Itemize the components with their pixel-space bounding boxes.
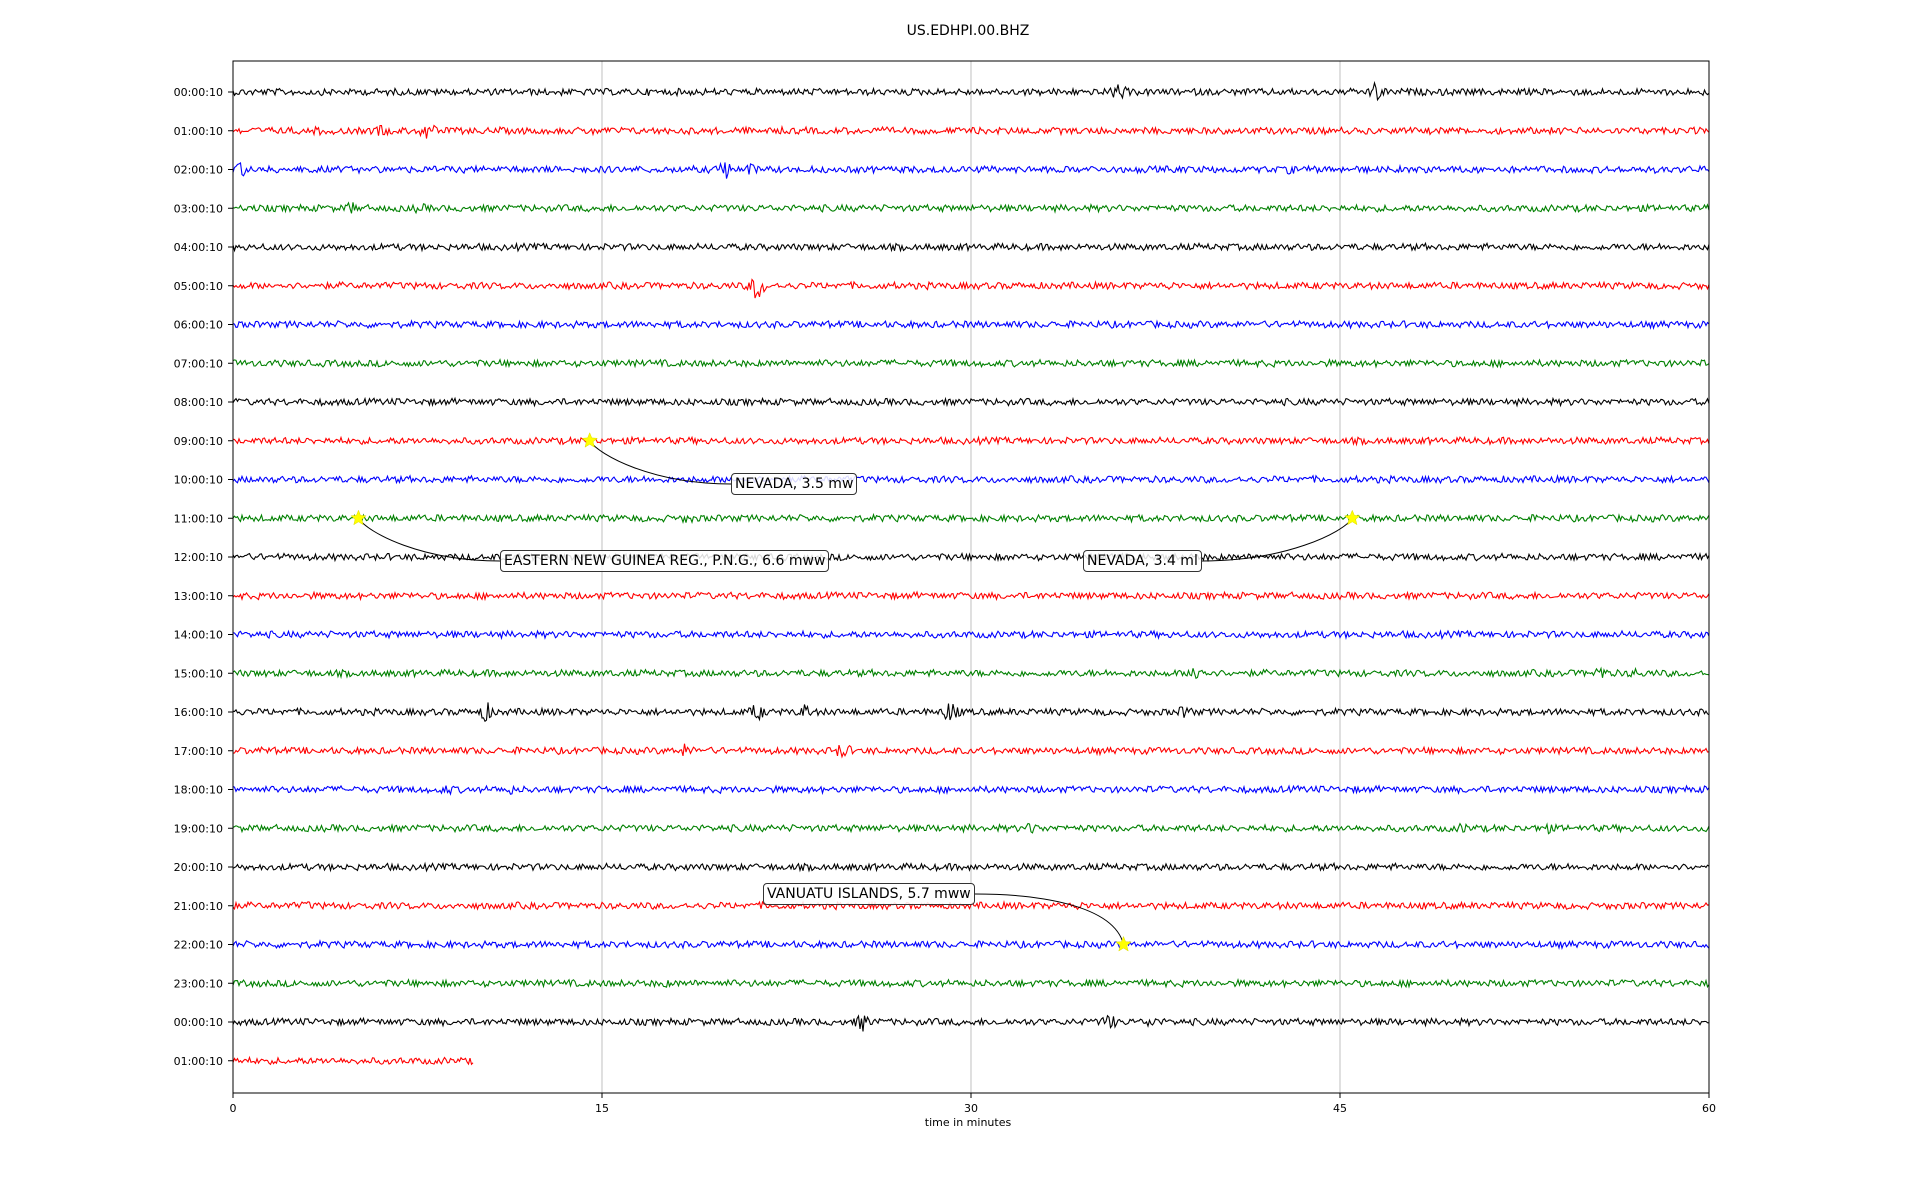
x-axis-label: time in minutes (925, 1116, 1012, 1129)
event-connector (358, 518, 500, 561)
row-time-label: 22:00:10 (174, 939, 223, 952)
x-tick-label: 45 (1333, 1102, 1347, 1115)
x-tick-label: 60 (1702, 1102, 1716, 1115)
row-time-label: 16:00:10 (174, 706, 223, 719)
row-time-label: 07:00:10 (174, 357, 223, 370)
trace-row (233, 1058, 473, 1065)
x-axis-ticks: 0 15 30 45 60 (230, 1093, 1717, 1115)
row-time-label: 21:00:10 (174, 900, 223, 913)
row-time-label: 13:00:10 (174, 590, 223, 603)
chart-title: US.EDHPI.00.BHZ (907, 23, 1030, 39)
row-time-label: 03:00:10 (174, 202, 223, 215)
x-tick-label: 30 (964, 1102, 978, 1115)
row-time-label: 00:00:10 (174, 86, 223, 99)
row-time-label: 12:00:10 (174, 551, 223, 564)
row-time-label: 08:00:10 (174, 396, 223, 409)
event-connector (975, 894, 1124, 945)
event-annotation-label: VANUATU ISLANDS, 5.7 mww (763, 883, 975, 905)
row-time-label: 10:00:10 (174, 474, 223, 487)
row-time-label: 19:00:10 (174, 822, 223, 835)
row-time-label: 00:00:10 (174, 1016, 223, 1029)
row-time-label: 11:00:10 (174, 512, 223, 525)
row-time-label: 01:00:10 (174, 1055, 223, 1068)
event-annotation-label: NEVADA, 3.4 ml (1083, 550, 1202, 572)
row-time-label: 15:00:10 (174, 667, 223, 680)
row-time-label: 17:00:10 (174, 745, 223, 758)
event-annotation-label: EASTERN NEW GUINEA REG., P.N.G., 6.6 mww (500, 550, 829, 572)
event-annotation-label: NEVADA, 3.5 mw (731, 473, 857, 495)
event-star-icon (1116, 937, 1131, 952)
row-time-labels: 00:00:10 01:00:10 02:00:10 03:00:10 04:00:10… (174, 86, 233, 1068)
event-star-icon (582, 433, 597, 447)
event-connector (1202, 518, 1352, 561)
row-time-label: 20:00:10 (174, 861, 223, 874)
grid-lines (602, 61, 1340, 1093)
row-time-label: 09:00:10 (174, 435, 223, 448)
event-star-icon (351, 510, 366, 524)
row-time-label: 18:00:10 (174, 784, 223, 797)
row-time-label: 05:00:10 (174, 280, 223, 293)
event-connectors (351, 433, 1360, 951)
row-time-label: 02:00:10 (174, 164, 223, 177)
row-time-label: 06:00:10 (174, 319, 223, 332)
event-star-icon (1345, 510, 1360, 524)
x-tick-label: 15 (595, 1102, 609, 1115)
row-time-label: 04:00:10 (174, 241, 223, 254)
row-time-label: 23:00:10 (174, 977, 223, 990)
x-tick-label: 0 (230, 1102, 237, 1115)
row-time-label: 01:00:10 (174, 125, 223, 138)
row-time-label: 14:00:10 (174, 629, 223, 642)
event-connector (590, 441, 731, 484)
